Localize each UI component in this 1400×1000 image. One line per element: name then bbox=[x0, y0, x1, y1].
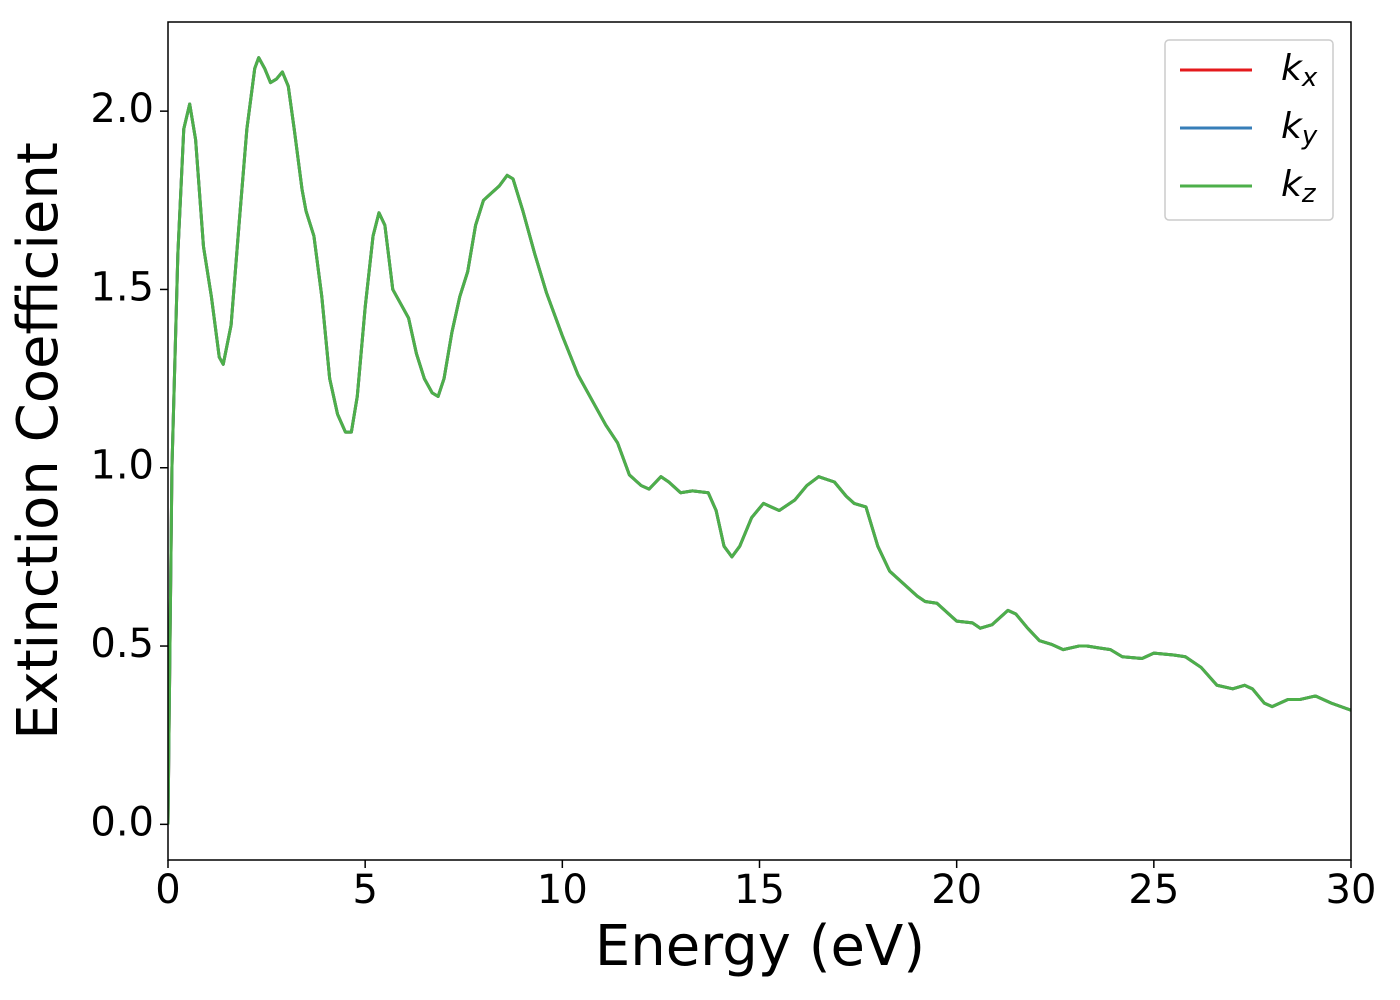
plot-frame bbox=[167, 21, 1352, 861]
y-tick-label: 1.5 bbox=[90, 264, 154, 310]
x-tick-label: 20 bbox=[931, 867, 982, 913]
x-tick-label: 0 bbox=[155, 867, 180, 913]
y-tick-label: 0.5 bbox=[90, 621, 154, 667]
y-tick-label: 0.0 bbox=[90, 799, 154, 845]
x-tick-label: 30 bbox=[1326, 867, 1377, 913]
legend-label: ky bbox=[1281, 106, 1318, 151]
x-tick-label: 15 bbox=[734, 867, 785, 913]
legend-label: kz bbox=[1281, 164, 1317, 209]
x-axis-label: Energy (eV) bbox=[595, 914, 925, 979]
series-line bbox=[168, 56, 1351, 825]
y-axis-label: Extinction Coefficient bbox=[6, 142, 71, 740]
legend-box bbox=[1164, 39, 1334, 221]
y-tick-label: 1.0 bbox=[90, 443, 154, 489]
y-tick-label: 2.0 bbox=[90, 86, 154, 132]
x-tick-label: 25 bbox=[1128, 867, 1179, 913]
x-tick-label: 10 bbox=[537, 867, 588, 913]
legend-label: kx bbox=[1281, 48, 1318, 93]
x-tick-label: 5 bbox=[352, 867, 377, 913]
